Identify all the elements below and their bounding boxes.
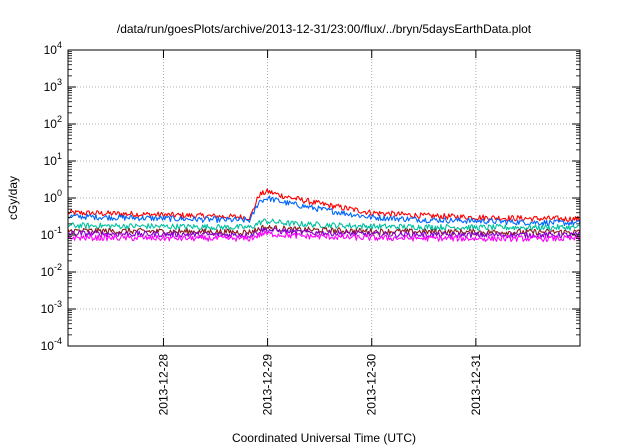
series-layer: [67, 188, 581, 243]
y-tick-label: 10-2: [41, 262, 62, 279]
y-tick-base: 10: [41, 339, 55, 353]
y-tick-base: 10: [44, 154, 58, 168]
series-line: [67, 224, 581, 236]
y-tick-label: 10-3: [41, 299, 62, 316]
y-tick-base: 10: [44, 117, 58, 131]
y-tick-label: 100: [44, 188, 62, 205]
x-tick-label: 2013-12-29: [261, 354, 275, 416]
series-line: [67, 195, 581, 227]
y-tick-exponent: 4: [57, 40, 62, 50]
y-tick-exponent: -3: [54, 299, 62, 309]
y-tick-exponent: 2: [57, 114, 62, 124]
y-tick-label: 103: [44, 77, 62, 94]
y-tick-exponent: -1: [54, 225, 62, 235]
y-tick-base: 10: [41, 265, 55, 279]
x-axis: 2013-12-28 2013-12-29 2013-12-30 2013-12-31: [156, 50, 483, 416]
y-tick-exponent: 1: [57, 151, 62, 161]
y-tick-base: 10: [41, 228, 55, 242]
y-tick-exponent: -4: [54, 336, 62, 346]
y-tick-base: 10: [44, 191, 58, 205]
x-tick-label: 2013-12-31: [469, 354, 483, 416]
series-line: [67, 218, 581, 231]
y-tick-base: 10: [41, 302, 55, 316]
grid: [68, 50, 580, 346]
y-tick-base: 10: [44, 43, 58, 57]
y-tick-label: 104: [44, 40, 62, 57]
y-tick-label: 10-4: [41, 336, 62, 353]
series-line: [67, 188, 581, 223]
x-tick-label: 2013-12-28: [156, 354, 170, 416]
y-axis-label: cGy/day: [6, 176, 20, 220]
y-tick-label: 10-1: [41, 225, 62, 242]
y-tick-exponent: 0: [57, 188, 62, 198]
x-tick-label: 2013-12-30: [365, 354, 379, 416]
y-tick-exponent: 3: [57, 77, 62, 87]
y-tick-label: 102: [44, 114, 62, 131]
x-axis-label: Coordinated Universal Time (UTC): [232, 431, 416, 445]
series-line: [67, 230, 581, 243]
y-tick-base: 10: [44, 80, 58, 94]
y-tick-exponent: -2: [54, 262, 62, 272]
chart-title: /data/run/goesPlots/archive/2013-12-31/2…: [117, 22, 532, 36]
y-tick-label: 101: [44, 151, 62, 168]
